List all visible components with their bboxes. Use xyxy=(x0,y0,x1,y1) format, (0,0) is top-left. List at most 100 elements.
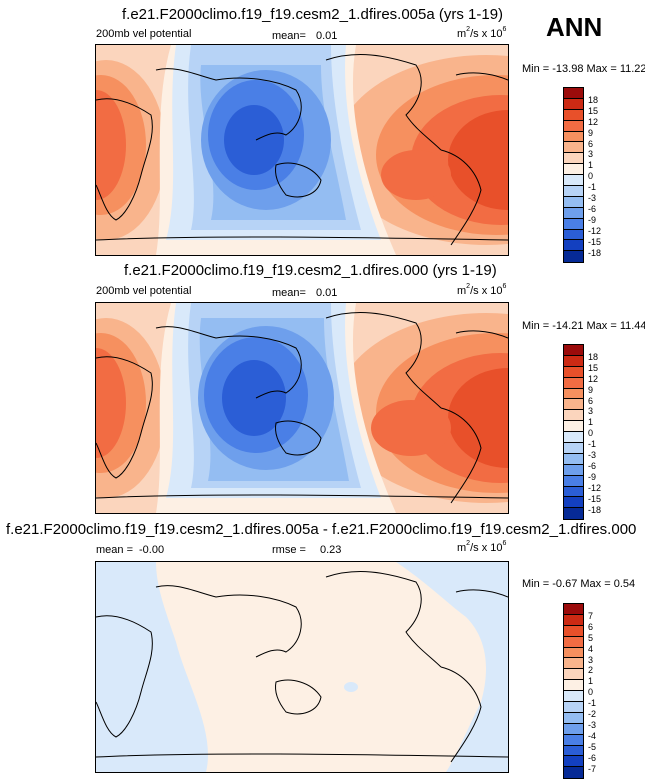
panel3-colorbar-tick-label: 1 xyxy=(588,676,594,687)
panel2-colorbar-tick-label: -9 xyxy=(588,471,597,482)
panel1-colorbar-tick-label: 12 xyxy=(588,116,599,127)
panel3-colorbar-box xyxy=(564,647,583,659)
panel1-colorbar-box xyxy=(564,109,583,121)
panel3-rmse-value: 0.23 xyxy=(320,544,342,556)
panel1-colorbar-box xyxy=(564,98,583,110)
panel3-colorbar xyxy=(563,603,584,779)
panel1-colorbar-box xyxy=(564,196,583,208)
panel2-variable: 200mb vel potential xyxy=(96,285,192,297)
panel1-colorbar xyxy=(563,87,584,264)
panel1-variable: 200mb vel potential xyxy=(96,28,192,40)
panel2-colorbar-box xyxy=(564,421,583,433)
panel1-colorbar-tick-label: 1 xyxy=(588,160,594,171)
panel3-colorbar-tick-label: -6 xyxy=(588,752,597,763)
panel1-colorbar-box xyxy=(564,207,583,219)
panel3-colorbar-box xyxy=(564,658,583,670)
panel2-colorbar-tick-label: -3 xyxy=(588,450,597,460)
panel3-colorbar-box xyxy=(564,745,583,757)
panel1-min-max: Min = -13.98 Max = 11.22 xyxy=(522,63,645,75)
panel2-colorbar-tick-label: -18 xyxy=(588,504,602,515)
panel2-colorbar-tick-label: 1 xyxy=(588,417,594,428)
panel2-colorbar-tick-label: -6 xyxy=(588,460,597,471)
panel2-mean-value: 0.01 xyxy=(316,287,338,299)
panel3-field-svg xyxy=(96,562,508,772)
panel2-colorbar-tick-label: 0 xyxy=(588,428,594,439)
panel1-units: m2/s x 106 xyxy=(457,26,507,40)
panel2-colorbar-box xyxy=(564,377,583,389)
panel1-colorbar-box xyxy=(564,142,583,154)
panel1-colorbar-tick-label: 0 xyxy=(588,171,594,182)
panel3-mean-label: mean = xyxy=(96,544,133,556)
panel2-colorbar-box xyxy=(564,453,583,465)
panel3-colorbar-tick-label: -1 xyxy=(588,698,597,709)
panel3-colorbar-tick-label: 7 xyxy=(588,610,594,621)
panel1-colorbar-box xyxy=(564,229,583,241)
panel3-colorbar-tick-label: -2 xyxy=(588,709,597,719)
panel2-colorbar-box xyxy=(564,464,583,476)
panel3-colorbar-tick-label: 4 xyxy=(588,643,594,654)
panel3-colorbar-tick-label: -4 xyxy=(588,730,597,741)
panel1-colorbar-tick-label: -6 xyxy=(588,203,597,214)
panel3-mean-value: -0.00 xyxy=(139,544,165,556)
panel2-colorbar-tick-label: -12 xyxy=(588,482,602,493)
panel2-units: m2/s x 106 xyxy=(457,283,507,297)
panel1-colorbar-tick-label: -3 xyxy=(588,193,597,203)
panel1-colorbar-box xyxy=(564,88,583,99)
panel1-colorbar-tick-label: 15 xyxy=(588,105,599,116)
panel2-colorbar-box xyxy=(564,443,583,454)
panel2-coastlines xyxy=(96,312,508,504)
panel2-colorbar-box xyxy=(564,388,583,400)
panel1-colorbar-tick-label: -9 xyxy=(588,214,597,225)
panel1-colorbar-tick-label: -15 xyxy=(588,236,602,247)
panel2-colorbar-box xyxy=(564,486,583,498)
panel3-colorbar-tick-label: -7 xyxy=(588,763,597,774)
panel3-colorbar-box xyxy=(564,702,583,713)
panel2-colorbar-box xyxy=(564,345,583,356)
panel3-title: f.e21.F2000climo.f19_f19.cesm2_1.dfires.… xyxy=(6,521,637,538)
season-label: ANN xyxy=(546,12,603,42)
panel2-colorbar-tick-label: 9 xyxy=(588,384,594,395)
panel3-map xyxy=(95,561,509,773)
panel1-colorbar-box xyxy=(564,218,583,230)
panel2-colorbar-tick-label: 12 xyxy=(588,373,599,384)
panel3-units: m2/s x 106 xyxy=(457,540,507,554)
panel2-colorbar-box xyxy=(564,410,583,422)
panel3-colorbar-box xyxy=(564,691,583,703)
panel3-colorbar-box xyxy=(564,680,583,692)
panel2-colorbar-box xyxy=(564,508,583,520)
panel3-colorbar-tick-label: 3 xyxy=(588,654,594,665)
panel1-title: f.e21.F2000climo.f19_f19.cesm2_1.dfires.… xyxy=(122,6,504,23)
panel1-map xyxy=(95,44,509,256)
panel3-colorbar-tick-label: 5 xyxy=(588,632,594,643)
panel1-region-east-pos4 xyxy=(448,110,508,210)
panel1-colorbar-box xyxy=(564,164,583,176)
panel1-colorbar-box xyxy=(564,153,583,165)
panel2-region-pacific-pos xyxy=(371,400,451,456)
panel3-rmse-label: rmse = xyxy=(272,544,306,556)
panel2-colorbar-box xyxy=(564,432,583,444)
panel3-region-pos xyxy=(156,562,486,772)
panel2-colorbar-box xyxy=(564,399,583,411)
panel1-colorbar-box xyxy=(564,240,583,252)
panel3-colorbar-tick-label: -5 xyxy=(588,741,597,752)
panel3-colorbar-box xyxy=(564,756,583,768)
panel1-coastlines xyxy=(96,54,508,246)
panel1-colorbar-tick-label: -12 xyxy=(588,225,602,236)
panel1-region-west-pos3 xyxy=(96,90,126,200)
panel1-mean-label: mean= xyxy=(272,30,306,42)
panel3-colorbar-box xyxy=(564,636,583,648)
panel1-colorbar-box xyxy=(564,251,583,263)
panel2-colorbar-box xyxy=(564,497,583,509)
panel2-colorbar xyxy=(563,344,584,521)
panel3-min-max: Min = -0.67 Max = 0.54 xyxy=(522,578,636,590)
panel3-colorbar-box xyxy=(564,625,583,637)
panel3-colorbar-box xyxy=(564,669,583,681)
panel1-colorbar-tick-label: 3 xyxy=(588,149,594,160)
panel2-colorbar-tick-label: 18 xyxy=(588,351,599,362)
panel3-colorbar-tick-label: 0 xyxy=(588,687,594,698)
panel3-colorbar-box xyxy=(564,614,583,626)
panel2-region-east-pos4 xyxy=(448,368,508,468)
panel2-field-svg xyxy=(96,303,508,513)
panel1-colorbar-box xyxy=(564,186,583,197)
panel2-region-west-pos3 xyxy=(96,348,126,458)
